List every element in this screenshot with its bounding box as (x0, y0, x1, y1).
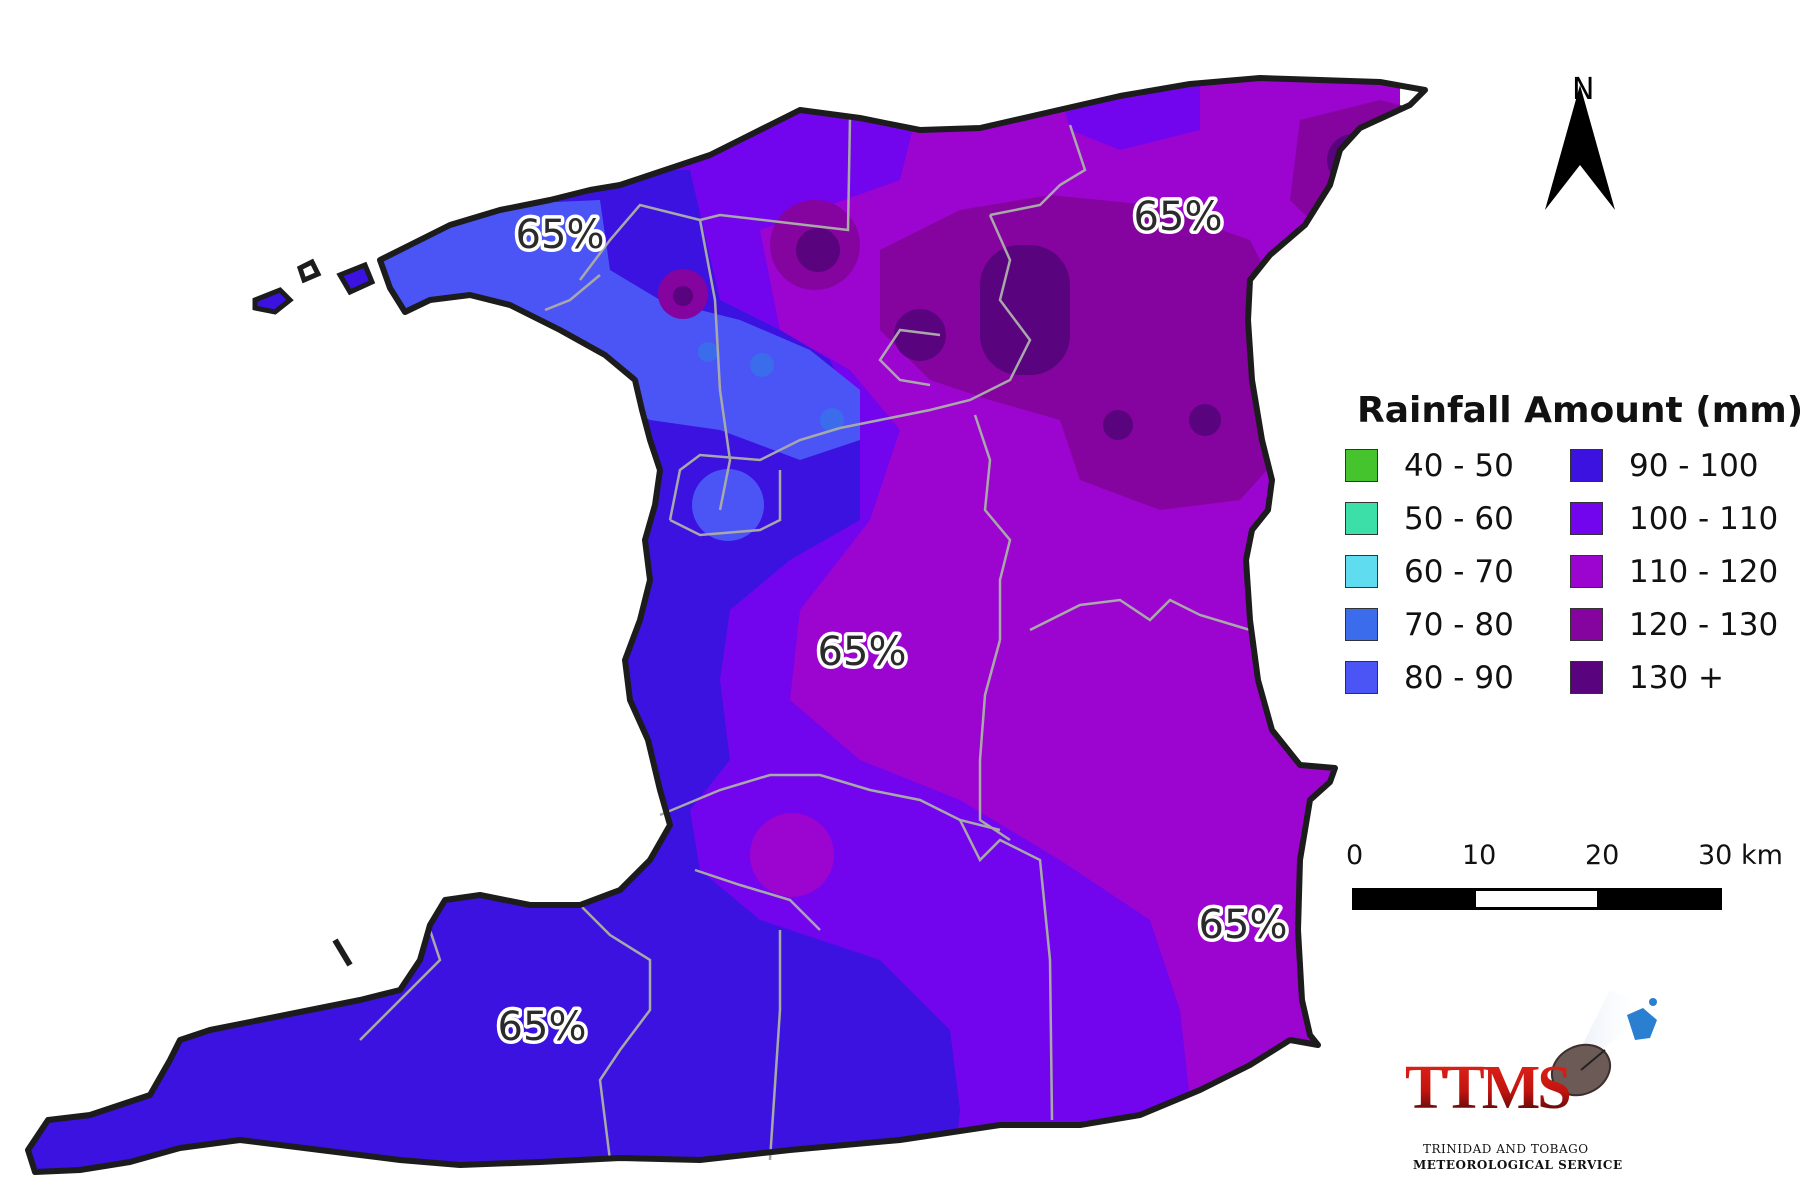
zone-130-spot-b (673, 286, 693, 306)
legend-label: 130 + (1629, 659, 1724, 696)
scale-tick-20: 20 (1585, 840, 1620, 871)
northwest-islet-c (296, 258, 322, 284)
southwest-spit (332, 938, 353, 967)
legend: Rainfall Amount (mm) 40 - 50 90 - 100 50 -… (1345, 390, 1800, 696)
legend-item: 50 - 60 (1345, 500, 1570, 537)
legend-label: 60 - 70 (1404, 553, 1514, 590)
legend-swatch (1570, 608, 1603, 641)
coastline (28, 78, 1425, 1172)
zone-70-80-spot-b (750, 353, 774, 377)
percent-label-east: 65% (1199, 902, 1288, 948)
legend-label: 90 - 100 (1629, 447, 1759, 484)
legend-swatch (1345, 608, 1378, 641)
scale-tick-30: 30 km (1698, 840, 1783, 871)
northwest-islet-b (336, 261, 376, 296)
legend-label: 100 - 110 (1629, 500, 1779, 537)
northwest-islet-a (252, 287, 294, 315)
logo-subtitle-1: TRINIDAD AND TOBAGO (1423, 1142, 1589, 1156)
zone-130-spot-d (980, 245, 1070, 375)
percent-labels: 65% 65% 65% 65% 65% (494, 191, 1291, 1054)
legend-item: 40 - 50 (1345, 447, 1570, 484)
legend-label: 110 - 120 (1629, 553, 1779, 590)
legend-swatch (1570, 449, 1603, 482)
zone-80-90-spot (692, 469, 764, 541)
legend-item: 120 - 130 (1570, 606, 1785, 643)
ttms-wordmark: TTMS (1405, 1054, 1569, 1122)
legend-item: 60 - 70 (1345, 553, 1570, 590)
legend-grid: 40 - 50 90 - 100 50 - 60 100 - 110 60 - 70 11… (1345, 447, 1785, 696)
legend-swatch (1345, 555, 1378, 588)
boundaries (359, 117, 1251, 1161)
percent-label-central: 65% (818, 629, 907, 675)
percent-label-southwest: 65% (498, 1004, 587, 1050)
scale-tick-0: 0 (1346, 840, 1364, 871)
zone-70-80-spot-a (698, 342, 718, 362)
zone-110-120-spot (750, 813, 834, 897)
zone-120-130-north (1290, 100, 1420, 230)
legend-item: 100 - 110 (1570, 500, 1785, 537)
legend-label: 80 - 90 (1404, 659, 1514, 696)
scale-bar-graphic (1352, 888, 1722, 910)
scale-tick-10: 10 (1462, 840, 1497, 871)
zone-130-spot-a (796, 228, 840, 272)
scale-bar: 0 10 20 30 km (1346, 840, 1790, 930)
zone-70-80-spot-c (820, 408, 844, 432)
legend-swatch (1345, 661, 1378, 694)
north-arrow-icon (1545, 85, 1615, 210)
satellite-dish-icon: TTMS (1405, 990, 1657, 1122)
legend-swatch (1570, 502, 1603, 535)
rainfall-zones (28, 78, 1420, 1172)
legend-swatch (1570, 555, 1603, 588)
zone-80-90 (360, 200, 860, 460)
legend-label: 50 - 60 (1404, 500, 1514, 537)
legend-item: 80 - 90 (1345, 659, 1570, 696)
legend-item: 70 - 80 (1345, 606, 1570, 643)
percent-label-northeast: 65% (1134, 194, 1223, 240)
legend-item: 110 - 120 (1570, 553, 1785, 590)
legend-item: 90 - 100 (1570, 447, 1785, 484)
legend-label: 120 - 130 (1629, 606, 1779, 643)
legend-label: 70 - 80 (1404, 606, 1514, 643)
legend-swatch (1345, 502, 1378, 535)
zone-130-spot-e (1103, 410, 1133, 440)
legend-swatch (1345, 449, 1378, 482)
ttms-logo: TTMS TRINIDAD AND TOBAGO METEOROLOGICAL … (1395, 980, 1695, 1180)
legend-title: Rainfall Amount (mm) (1357, 390, 1800, 431)
percent-label-northwest: 65% (516, 212, 605, 258)
zone-130-spot-c (894, 309, 946, 361)
legend-item: 130 + (1570, 659, 1785, 696)
legend-label: 40 - 50 (1404, 447, 1514, 484)
legend-swatch (1570, 661, 1603, 694)
logo-subtitle-2: METEOROLOGICAL SERVICE (1413, 1158, 1623, 1172)
zone-130-spot-f (1189, 404, 1221, 436)
